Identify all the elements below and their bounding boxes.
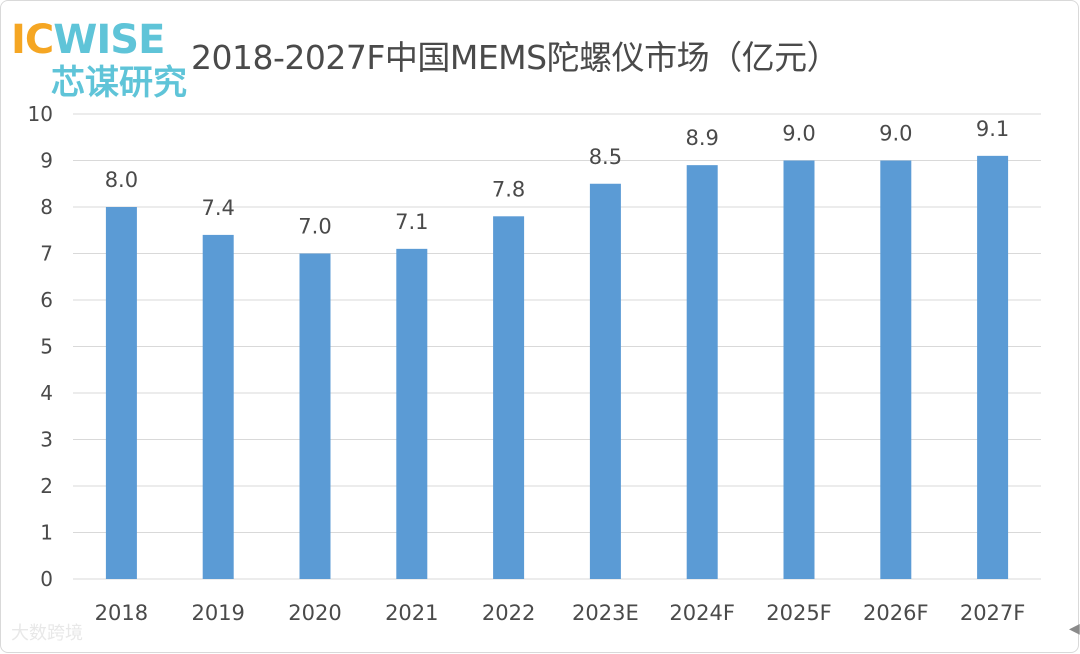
data-label: 8.5	[589, 145, 622, 169]
grid-layer	[73, 113, 1041, 580]
bar	[880, 160, 912, 579]
x-tick-label: 2020	[288, 601, 341, 625]
bar	[202, 234, 234, 579]
bar	[686, 165, 718, 579]
bar	[105, 207, 137, 579]
data-label: 8.0	[105, 168, 138, 192]
y-tick-label: 7	[40, 242, 53, 266]
y-tick-label: 9	[40, 149, 53, 173]
y-tick-label: 5	[40, 335, 53, 359]
brand-logo: ICWISE 芯谋研究	[11, 17, 211, 107]
bar	[299, 253, 331, 579]
x-tick-label: 2018	[95, 601, 148, 625]
bar-layer	[105, 155, 1009, 580]
y-tick-label: 8	[40, 195, 53, 219]
logo-chinese-name: 芯谋研究	[51, 63, 187, 103]
chart-title: 2018-2027F中国MEMS陀螺仪市场（亿元）	[191, 38, 840, 77]
y-tick-label: 6	[40, 288, 53, 312]
x-tick-label: 2022	[482, 601, 535, 625]
x-tick-label: 2027F	[960, 601, 1026, 625]
y-tick-label: 4	[40, 381, 53, 405]
data-label: 7.1	[395, 210, 428, 234]
logo-wordmark: ICWISE	[11, 17, 165, 63]
y-tick-label: 2	[40, 474, 53, 498]
x-tick-label: 2023E	[572, 601, 639, 625]
x-tick-label: 2024F	[669, 601, 735, 625]
bar	[977, 155, 1009, 579]
data-label: 7.4	[201, 196, 234, 220]
label-layer: 0 1 2 3 4 5 6 7 8 9 10 8.0 2018 7.4 2019 7.0 2020 7.1 2021…	[28, 102, 1026, 625]
bar	[783, 160, 815, 579]
data-label: 7.0	[298, 215, 331, 239]
y-tick-label: 0	[40, 567, 53, 591]
watermark: 大数跨境	[11, 623, 83, 644]
data-label: 9.1	[976, 117, 1009, 141]
x-tick-label: 2025F	[766, 601, 832, 625]
x-tick-label: 2021	[385, 601, 438, 625]
y-tick-label: 10	[28, 102, 53, 126]
data-label: 8.9	[685, 126, 718, 150]
logo-prefix: IC	[11, 17, 54, 63]
bar	[396, 248, 428, 579]
x-tick-label: 2019	[191, 601, 244, 625]
x-tick-label: 2026F	[863, 601, 929, 625]
data-label: 9.0	[782, 122, 815, 146]
bar	[589, 183, 621, 579]
data-label: 7.8	[492, 177, 525, 201]
data-label: 9.0	[879, 122, 912, 146]
y-tick-label: 1	[40, 521, 53, 545]
corner-arrow-icon: ◀	[1069, 621, 1080, 637]
logo-name: WISE	[53, 17, 165, 63]
bar	[493, 216, 525, 580]
y-tick-label: 3	[40, 428, 53, 452]
